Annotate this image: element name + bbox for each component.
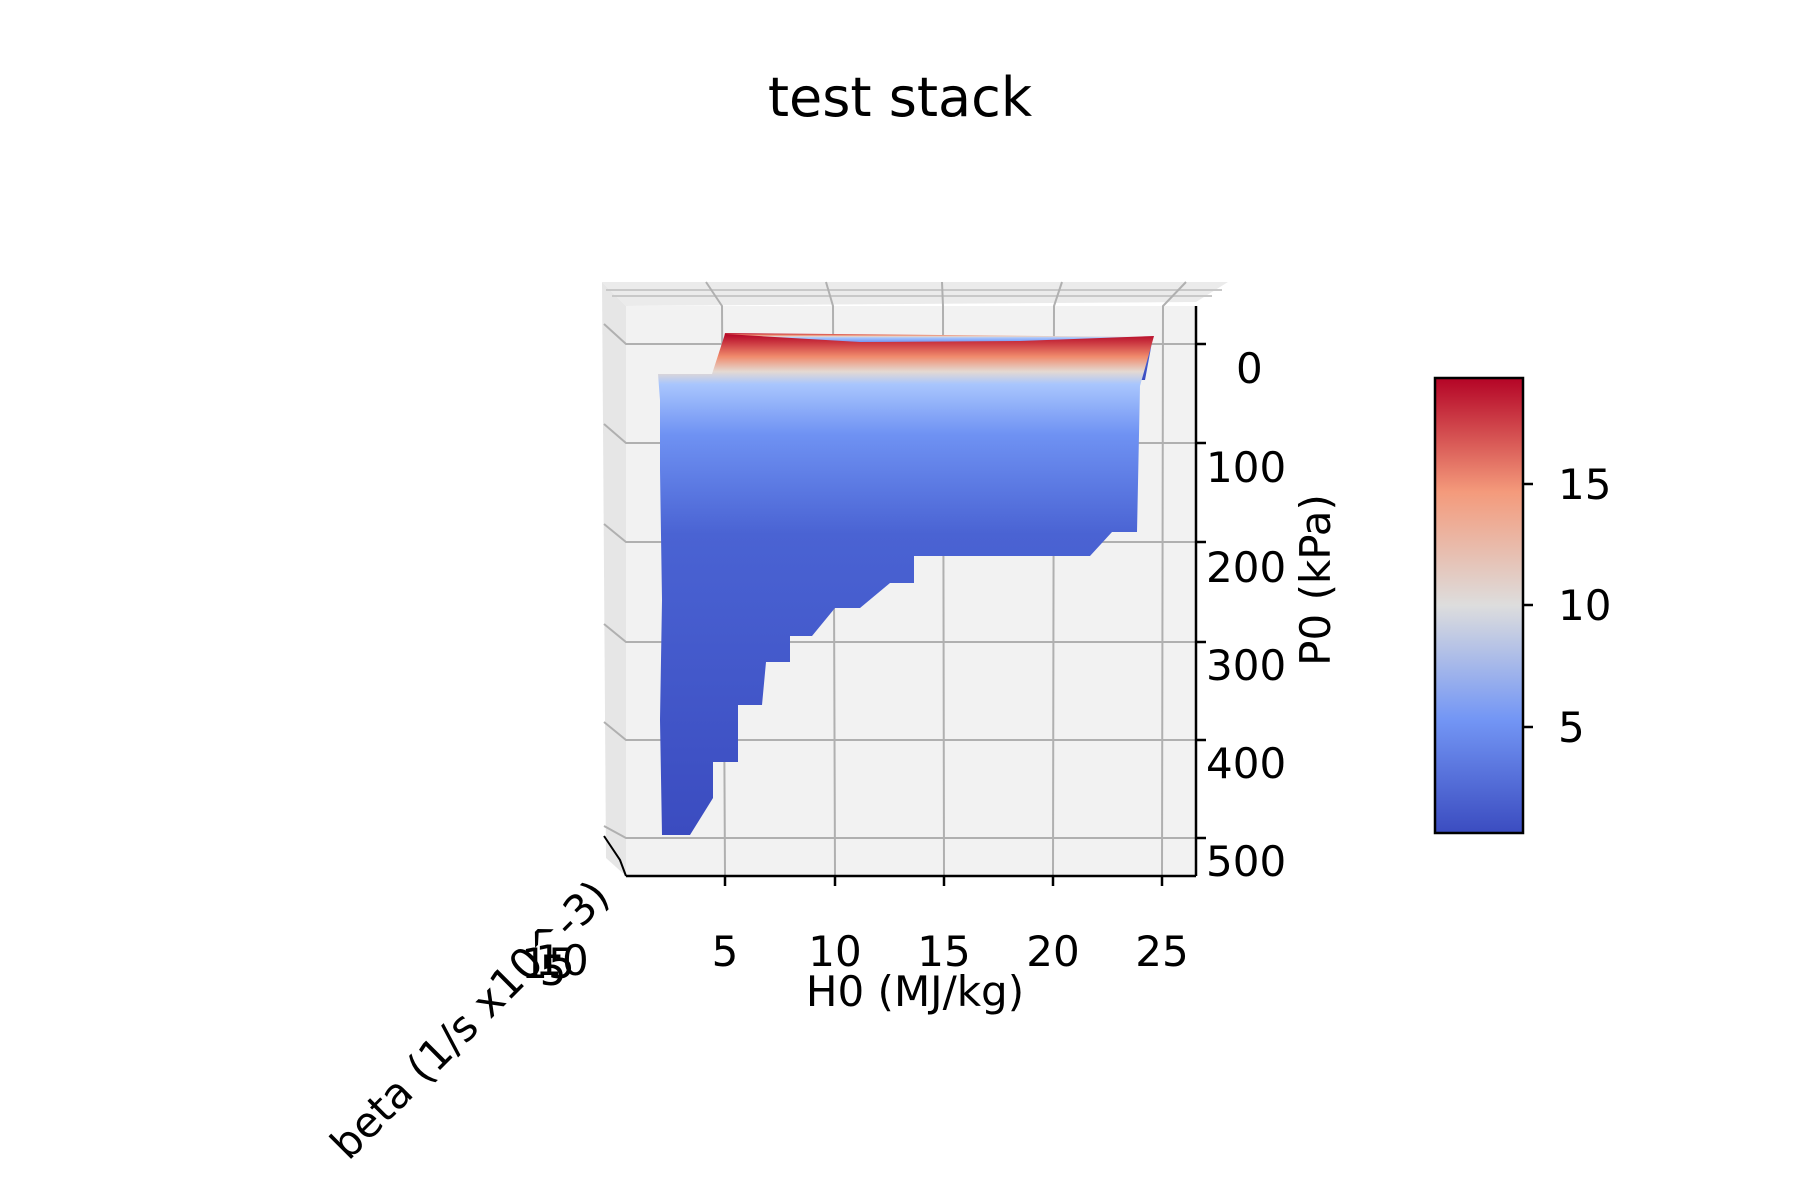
y-tick-marks <box>1196 342 1206 840</box>
x-tick-marks <box>723 876 1164 886</box>
x-tick-label: 25 <box>1135 927 1188 976</box>
y-tick-label: 400 <box>1206 739 1286 788</box>
x-axis-label: H0 (MJ/kg) <box>806 967 1024 1016</box>
x-tick-label: 10 <box>808 927 861 976</box>
back-pane-wall <box>602 282 626 876</box>
colorbar-tick-label: 5 <box>1558 703 1585 752</box>
z-axis-label: beta (1/s x10^-3) <box>321 871 619 1169</box>
chart-title: test stack <box>768 66 1033 129</box>
x-tick-label: 15 <box>917 927 970 976</box>
colorbar-tick-marks <box>1523 482 1533 729</box>
colorbar-tick-label: 15 <box>1558 460 1611 509</box>
colorbar-tick-label: 10 <box>1558 581 1611 630</box>
x-tick-label: 5 <box>712 927 739 976</box>
back-pane <box>602 282 1228 306</box>
y-tick-label: 500 <box>1206 837 1286 886</box>
z-tick-label: 15 <box>521 939 574 988</box>
z-tick-label: 10 <box>535 936 588 985</box>
x-tick-label: 20 <box>1026 927 1079 976</box>
z-axis-line <box>603 835 627 877</box>
y-axis-label: P0 (kPa) <box>1291 494 1340 666</box>
y-tick-label: 100 <box>1206 443 1286 492</box>
colorbar <box>1433 376 1525 835</box>
y-tick-label: 0 <box>1236 344 1263 393</box>
y-tick-label: 200 <box>1206 543 1286 592</box>
surface <box>658 334 1154 835</box>
y-tick-label: 300 <box>1206 641 1286 690</box>
z-tick-label: 5 <box>540 946 567 995</box>
